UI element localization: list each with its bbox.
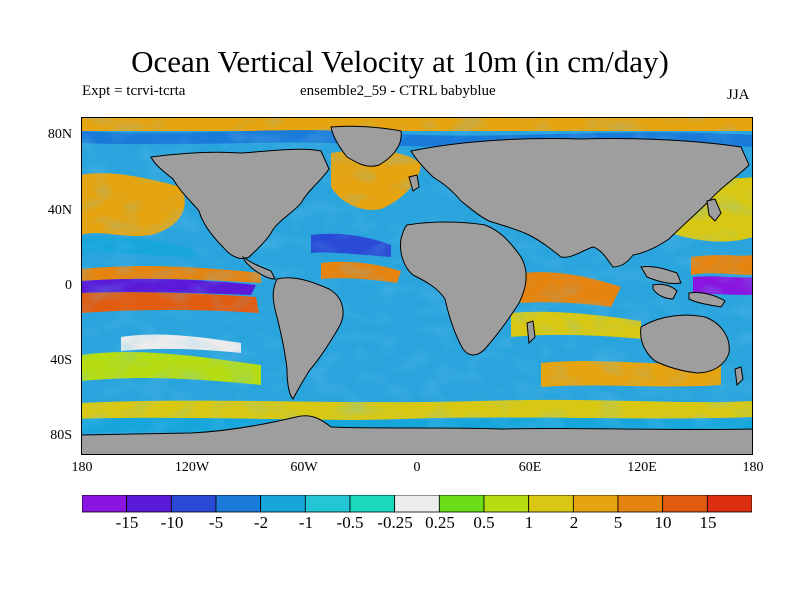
map-frame — [81, 117, 753, 455]
colorbar-label: -10 — [160, 513, 184, 532]
x-tick-label: 60W — [290, 460, 318, 475]
land — [81, 125, 753, 455]
colorbar-swatch — [483, 495, 530, 513]
x-tick-label: 0 — [413, 460, 421, 475]
land-central-america — [242, 255, 276, 280]
colorbar-swatch — [617, 495, 664, 513]
x-tick-label: 180 — [742, 460, 764, 475]
land-eurasia — [410, 137, 750, 268]
colorbar-label: 5 — [613, 513, 623, 532]
x-tick-label: 120W — [174, 460, 210, 475]
x-tick-label: 180 — [71, 460, 93, 475]
colorbar-label: -15 — [115, 513, 139, 532]
colorbar-swatch — [394, 495, 440, 513]
y-tick-label: 80N — [47, 127, 72, 142]
colorbar-label: 2 — [569, 513, 579, 532]
land-japan — [706, 198, 722, 222]
colorbar-swatch — [528, 495, 574, 513]
season-label: JJA — [727, 87, 750, 103]
map-title: Ocean Vertical Velocity at 10m (in cm/da… — [131, 44, 669, 79]
colorbar-label: 1 — [524, 513, 534, 532]
x-tick-label: 60E — [518, 460, 542, 475]
y-tick-label: 40N — [47, 203, 72, 218]
colorbar-label: -0.5 — [336, 513, 364, 532]
land-sea-islands — [640, 266, 682, 284]
land-greenland — [330, 125, 402, 167]
land-australia — [640, 314, 730, 374]
colorbar-swatch — [706, 495, 752, 513]
colorbar-swatch — [215, 495, 262, 513]
y-tick-label: 0 — [65, 278, 72, 293]
land-borneo — [652, 283, 678, 300]
experiment-label: Expt = tcrvi-tcrta — [82, 83, 186, 99]
colorbar-label: 0.5 — [473, 513, 495, 532]
colorbar-swatch — [438, 495, 485, 513]
colorbar-label: 10 — [654, 513, 672, 532]
land-north-america — [150, 148, 330, 260]
colorbar-swatch — [260, 495, 306, 513]
colorbar-swatch — [126, 495, 172, 513]
colorbar-swatch — [170, 495, 217, 513]
colorbar-swatch — [82, 495, 128, 513]
colorbar-label: -1 — [298, 513, 314, 532]
colorbar-swatch — [572, 495, 619, 513]
velocity-map — [81, 117, 753, 455]
land-new-guinea — [688, 292, 726, 308]
colorbar-label: 0.25 — [425, 513, 455, 532]
colorbar-swatch — [662, 495, 708, 513]
ensemble-label: ensemble2_59 - CTRL babyblue — [300, 83, 496, 99]
colorbar-label: -2 — [253, 513, 269, 532]
land-africa — [400, 221, 527, 356]
colorbar-label: -5 — [208, 513, 224, 532]
land-uk — [408, 174, 420, 192]
colorbar-swatch — [349, 495, 396, 513]
y-tick-label: 80S — [50, 428, 72, 443]
colorbar-label: 15 — [699, 513, 717, 532]
land-new-zealand — [734, 366, 744, 387]
x-tick-label: 120E — [627, 460, 657, 475]
land-madagascar — [526, 320, 536, 345]
colorbar — [82, 495, 752, 513]
land-south-america — [272, 277, 344, 400]
land-antarctica — [81, 415, 753, 455]
colorbar-swatch — [304, 495, 351, 513]
colorbar-label: -0.25 — [377, 513, 413, 532]
y-tick-label: 40S — [50, 353, 72, 368]
